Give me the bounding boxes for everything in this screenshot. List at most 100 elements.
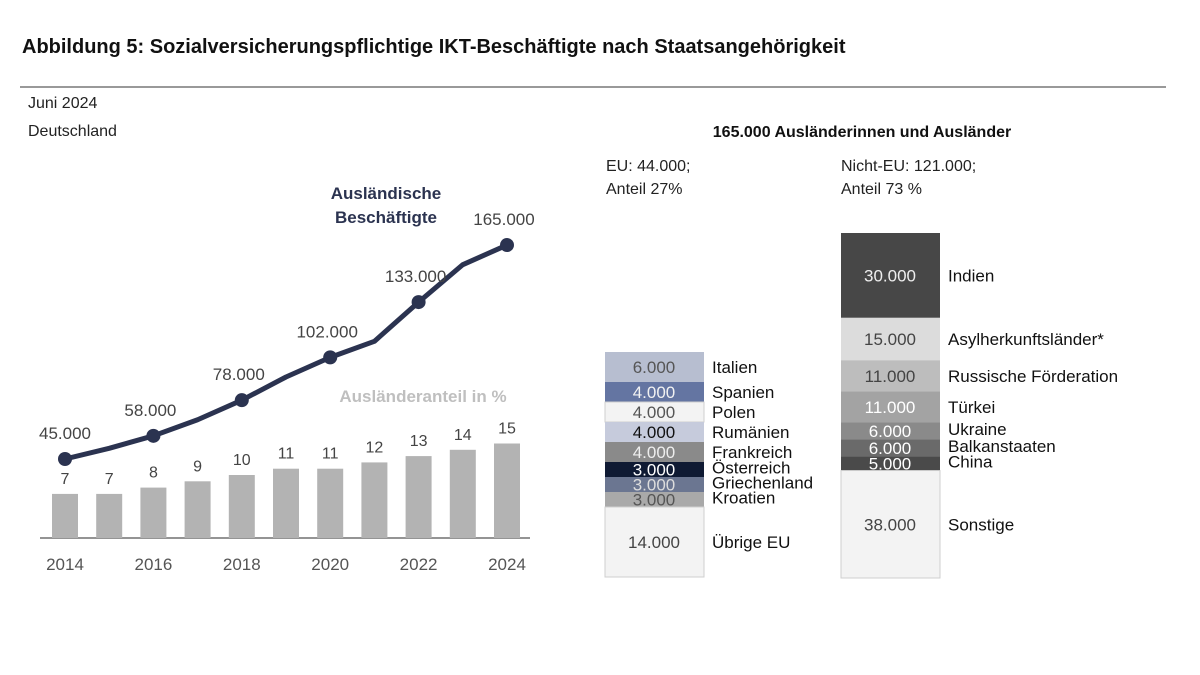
stacked-chart-title: 165.000 Ausländerinnen und Ausländer xyxy=(713,124,1011,141)
segment-label-italien: Italien xyxy=(712,358,757,377)
segment-value-italien: 6.000 xyxy=(633,358,676,377)
segment-value-türkei: 11.000 xyxy=(865,398,916,417)
segment-value-übrige-eu: 14.000 xyxy=(628,533,680,552)
bar-2015 xyxy=(96,493,123,538)
line-marker-2020 xyxy=(323,350,338,365)
stacked-bar-chart: 165.000 Ausländerinnen und Ausländer EU:… xyxy=(604,124,1118,579)
line-label-2022: 133.000 xyxy=(385,267,446,286)
region-label: Deutschland xyxy=(28,123,117,140)
bar-series-label: Ausländeranteil in % xyxy=(339,387,506,406)
segment-balkanstaaten xyxy=(841,439,940,457)
segment-übrige-eu xyxy=(604,506,705,578)
bar-2022 xyxy=(405,456,432,538)
segment-value-griechenland: 3.000 xyxy=(633,476,676,495)
segment-label-ukraine: Ukraine xyxy=(948,420,1007,439)
segment-value-rumänien: 4.000 xyxy=(633,423,676,442)
bar-label-2016: 8 xyxy=(149,465,158,482)
segment-value-polen: 4.000 xyxy=(633,403,676,422)
line-marker-2018 xyxy=(234,393,249,408)
eu-header-1: EU: 44.000; xyxy=(606,158,691,175)
line-label-2018: 78.000 xyxy=(213,365,265,384)
x-tick-2016: 2016 xyxy=(134,555,172,574)
segment-value-balkanstaaten: 6.000 xyxy=(869,439,912,458)
segment-frankreich xyxy=(605,442,704,462)
segment-label-asylherkunftsländer-: Asylherkunftsländer* xyxy=(948,330,1104,349)
segment-label-griechenland: Griechenland xyxy=(712,474,813,493)
bar-label-2017: 9 xyxy=(193,458,202,475)
segment-value-sonstige: 38.000 xyxy=(864,515,916,534)
x-tick-2020: 2020 xyxy=(311,555,349,574)
segment-value-ukraine: 6.000 xyxy=(869,422,912,441)
bar-2020 xyxy=(317,468,344,538)
line-series-label-1: Ausländische xyxy=(331,184,442,203)
segment-value-asylherkunftsländer-: 15.000 xyxy=(864,330,916,349)
bar-2023 xyxy=(449,449,476,538)
segment-sonstige xyxy=(840,470,941,579)
segment-label-balkanstaaten: Balkanstaaten xyxy=(948,437,1056,456)
segment-label-übrige-eu: Übrige EU xyxy=(712,533,790,552)
segment-österreich xyxy=(605,462,704,477)
segment-türkei xyxy=(841,391,940,423)
eu-header-2: Anteil 27% xyxy=(606,181,683,198)
segment-asylherkunftsländer- xyxy=(841,317,940,361)
segment-value-österreich: 3.000 xyxy=(633,461,676,480)
line-marker-2024 xyxy=(500,238,514,253)
line-label-2014: 45.000 xyxy=(39,424,91,443)
bar-label-2018: 10 xyxy=(233,452,251,469)
bar-2021 xyxy=(361,462,388,538)
bar-2024 xyxy=(494,443,520,538)
x-tick-2018: 2018 xyxy=(223,555,261,574)
bar-label-2019: 11 xyxy=(278,446,295,463)
bar-label-2022: 13 xyxy=(410,433,428,450)
bar-label-2021: 12 xyxy=(366,439,384,456)
line-marker-2016 xyxy=(146,428,161,443)
segment-label-kroatien: Kroatien xyxy=(712,489,775,508)
segment-kroatien xyxy=(605,492,704,507)
figure-title: Abbildung 5: Sozialversicherungspflichti… xyxy=(22,36,846,58)
segment-value-kroatien: 3.000 xyxy=(633,491,676,510)
segment-rumänien xyxy=(605,422,704,442)
line-label-2020: 102.000 xyxy=(296,322,357,341)
segment-ukraine xyxy=(841,422,940,440)
segment-label-china: China xyxy=(948,452,993,471)
segment-value-frankreich: 4.000 xyxy=(633,443,676,462)
segment-value-china: 5.000 xyxy=(869,454,912,473)
segment-indien xyxy=(841,233,940,318)
bar-label-2015: 7 xyxy=(105,471,114,488)
segment-italien xyxy=(605,352,704,382)
line-marker-2014 xyxy=(58,452,72,466)
segment-label-österreich: Österreich xyxy=(712,459,790,478)
line-bar-chart: Ausländische Beschäftigte Ausländerantei… xyxy=(39,184,535,574)
segment-value-spanien: 4.000 xyxy=(633,383,676,402)
line-label-2016: 58.000 xyxy=(124,401,176,420)
segment-value-russische-förderation: 11.000 xyxy=(865,367,916,386)
segment-label-indien: Indien xyxy=(948,266,994,285)
segment-griechenland xyxy=(605,477,704,492)
bar-2014 xyxy=(52,493,78,538)
non-eu-header-1: Nicht-EU: 121.000; xyxy=(841,158,976,175)
bar-2016 xyxy=(140,487,167,538)
bar-2018 xyxy=(228,475,255,538)
bar-label-2023: 14 xyxy=(454,427,472,444)
bar-2017 xyxy=(184,481,211,538)
bar-2019 xyxy=(273,468,299,538)
segment-russische-förderation xyxy=(841,360,940,392)
segment-label-türkei: Türkei xyxy=(948,398,995,417)
bar-label-2024: 15 xyxy=(498,421,516,438)
bar-label-2020: 11 xyxy=(322,446,339,463)
non-eu-header-2: Anteil 73 % xyxy=(841,181,922,198)
segment-spanien xyxy=(605,382,704,402)
line-series-label-2: Beschäftigte xyxy=(335,208,437,227)
date-label: Juni 2024 xyxy=(28,95,97,112)
segment-label-polen: Polen xyxy=(712,403,755,422)
segment-china xyxy=(841,456,940,471)
x-tick-2014: 2014 xyxy=(46,555,84,574)
segment-label-spanien: Spanien xyxy=(712,383,774,402)
line-series xyxy=(64,242,509,462)
x-tick-2022: 2022 xyxy=(400,555,438,574)
line-marker-2022 xyxy=(411,295,426,310)
segment-label-frankreich: Frankreich xyxy=(712,443,792,462)
x-tick-2024: 2024 xyxy=(488,555,526,574)
segment-label-rumänien: Rumänien xyxy=(712,423,790,442)
